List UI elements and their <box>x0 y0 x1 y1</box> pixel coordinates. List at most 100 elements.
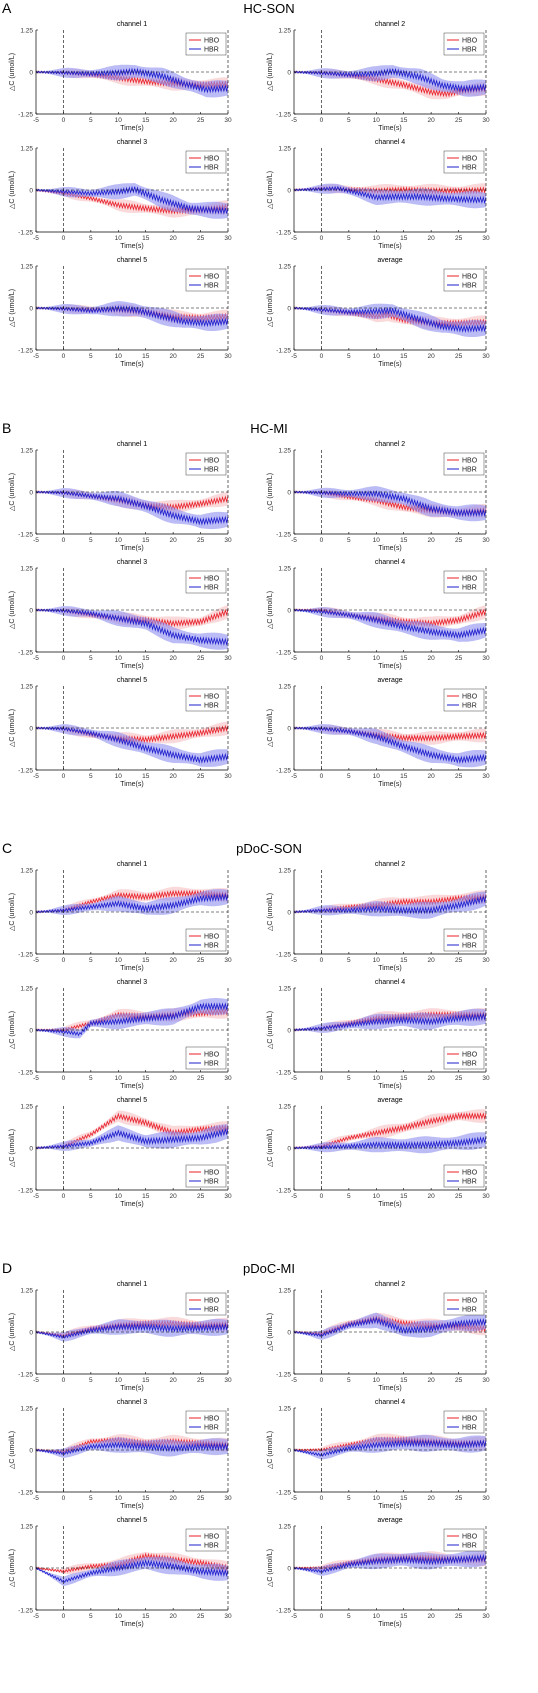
x-tick-label: 0 <box>62 1075 66 1082</box>
legend: HBO HBR <box>185 1292 227 1316</box>
y-axis-label: △C (umol/L) <box>9 1011 16 1049</box>
legend-label-hbr: HBR <box>204 1061 219 1068</box>
hbr-line <box>35 67 229 94</box>
legend-label-hbo: HBO <box>462 1298 478 1305</box>
x-tick-label: -5 <box>291 537 297 544</box>
x-tick-label: 30 <box>482 537 490 544</box>
legend-label-hbo: HBO <box>204 458 220 465</box>
hbr-line <box>35 185 229 215</box>
x-tick-label: 25 <box>455 1495 463 1502</box>
x-tick-label: 0 <box>62 353 66 360</box>
x-tick-label: 25 <box>197 1495 205 1502</box>
x-tick-label: 10 <box>373 957 381 964</box>
panel-average: average -5 0 5 10 15 20 25 30 1.25 0 -1.25 Time(s) △C… <box>267 1517 490 1628</box>
hbr-line <box>35 490 229 526</box>
x-tick-label: 5 <box>89 1613 93 1620</box>
y-tick-label: -1.25 <box>276 768 291 775</box>
hbr-line <box>293 895 487 915</box>
y-tick-label: -1.25 <box>18 768 33 775</box>
x-tick-label: -5 <box>33 117 39 124</box>
legend-label-hbr: HBR <box>204 703 219 710</box>
x-tick-label: 10 <box>373 1495 381 1502</box>
legend-label-hbr: HBR <box>462 585 477 592</box>
y-tick-label: -1.25 <box>18 348 33 355</box>
y-axis-label: △C (umol/L) <box>9 53 16 91</box>
legend: HBO HBR <box>443 268 485 292</box>
x-tick-label: 20 <box>428 773 436 780</box>
y-tick-label: 1.25 <box>20 146 33 153</box>
legend-label-hbr: HBR <box>462 1307 477 1314</box>
y-tick-label: 1.25 <box>278 1104 291 1111</box>
y-tick-label: 0 <box>287 490 291 497</box>
x-tick-label: 10 <box>373 537 381 544</box>
y-tick-label: -1.25 <box>18 230 33 237</box>
legend-label-hbo: HBO <box>462 38 478 45</box>
panel-channel-5: channel 5 -5 0 5 10 15 20 25 30 1.25 0 -1.25 Time(s)… <box>9 257 232 368</box>
x-tick-label: 0 <box>62 1193 66 1200</box>
x-tick-label: -5 <box>33 537 39 544</box>
y-tick-label: -1.25 <box>276 532 291 539</box>
x-tick-label: 30 <box>224 1377 232 1384</box>
panel-channel-1: channel 1 -5 0 5 10 15 20 25 30 1.25 0 -1.25 Time(s)… <box>9 441 232 552</box>
legend: HBO HBR <box>185 928 227 952</box>
hbr-band <box>36 1437 228 1458</box>
x-tick-label: 0 <box>62 773 66 780</box>
x-tick-label: 20 <box>428 1495 436 1502</box>
x-tick-label: 5 <box>89 235 93 242</box>
legend-label-hbr: HBR <box>204 1425 219 1432</box>
y-tick-label: 1.25 <box>20 1104 33 1111</box>
panel-title: channel 5 <box>117 1097 147 1104</box>
y-tick-label: 1.25 <box>20 264 33 271</box>
y-tick-label: 0 <box>29 1566 33 1573</box>
legend-label-hbr: HBR <box>462 47 477 54</box>
hbr-band <box>294 1312 486 1340</box>
y-axis-label: △C (umol/L) <box>267 289 274 327</box>
y-axis-label: △C (umol/L) <box>267 473 274 511</box>
legend-label-hbr: HBR <box>204 585 219 592</box>
group-title: HC-SON <box>243 1 294 16</box>
x-tick-label: 5 <box>89 1377 93 1384</box>
x-axis-label: Time(s) <box>120 965 143 972</box>
x-tick-label: 15 <box>400 773 408 780</box>
y-tick-label: 0 <box>287 1448 291 1455</box>
x-tick-label: 15 <box>142 1495 150 1502</box>
y-tick-label: -1.25 <box>276 952 291 959</box>
x-tick-label: -5 <box>291 1613 297 1620</box>
legend-label-hbo: HBO <box>204 274 220 281</box>
x-axis-label: Time(s) <box>378 545 401 552</box>
y-tick-label: -1.25 <box>276 1372 291 1379</box>
x-tick-label: 0 <box>320 773 324 780</box>
x-axis-label: Time(s) <box>120 243 143 250</box>
x-tick-label: -5 <box>291 773 297 780</box>
x-tick-label: 15 <box>142 353 150 360</box>
x-tick-label: 5 <box>347 1193 351 1200</box>
x-tick-label: 30 <box>482 1495 490 1502</box>
group-letter: B <box>2 420 11 436</box>
legend: HBO HBR <box>185 452 227 476</box>
x-tick-label: 15 <box>400 957 408 964</box>
x-tick-label: 25 <box>197 235 205 242</box>
x-tick-label: 25 <box>455 773 463 780</box>
x-tick-label: -5 <box>291 1495 297 1502</box>
x-tick-label: 0 <box>320 1613 324 1620</box>
x-tick-label: 20 <box>170 1193 178 1200</box>
hbr-band <box>36 183 228 219</box>
x-tick-label: 0 <box>62 1377 66 1384</box>
legend-label-hbo: HBO <box>204 1534 220 1541</box>
x-tick-label: 15 <box>142 1075 150 1082</box>
y-tick-label: 1.25 <box>278 264 291 271</box>
y-tick-label: -1.25 <box>18 112 33 119</box>
y-tick-label: -1.25 <box>276 1188 291 1195</box>
x-tick-label: 20 <box>170 1613 178 1620</box>
y-tick-label: 1.25 <box>20 566 33 573</box>
x-tick-label: -5 <box>291 1377 297 1384</box>
x-tick-label: 30 <box>224 957 232 964</box>
y-tick-label: -1.25 <box>276 1608 291 1615</box>
hbr-line <box>35 608 229 646</box>
y-axis-label: △C (umol/L) <box>267 1129 274 1167</box>
x-tick-label: 25 <box>455 1075 463 1082</box>
x-tick-label: -5 <box>33 235 39 242</box>
x-tick-label: 30 <box>224 235 232 242</box>
y-tick-label: 1.25 <box>278 1288 291 1295</box>
